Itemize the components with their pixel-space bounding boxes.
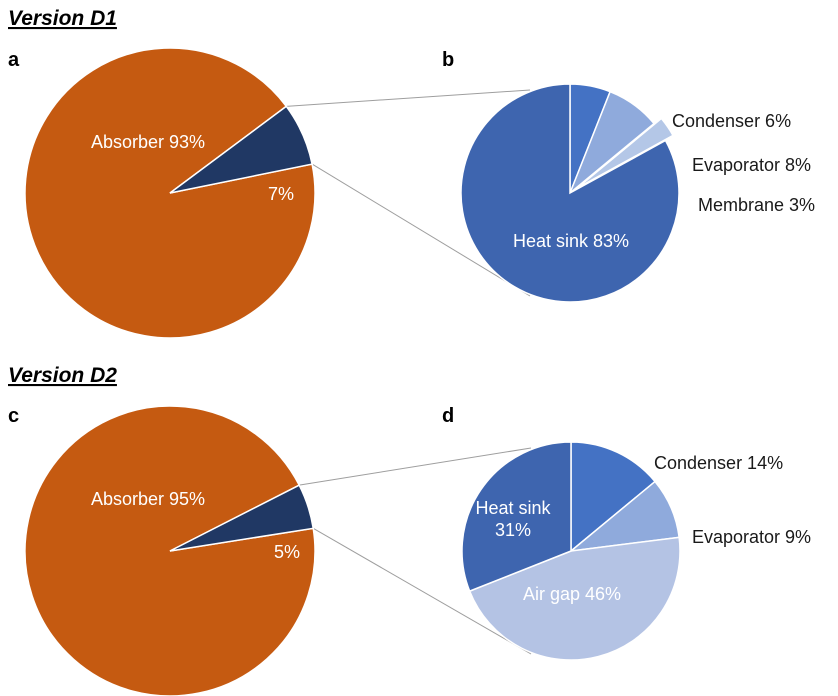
pie-charts: Absorber 93% 7% Condenser 6% Evaporator 8% M…: [24, 47, 815, 696]
connector-line-0-1: [311, 163, 531, 297]
panel-b-letter: b: [442, 49, 454, 71]
pie-d-label-3: Heat sink 31%: [475, 498, 551, 540]
pie-d-label-1: Evaporator 9%: [692, 527, 811, 547]
panel-d-letter: d: [442, 405, 454, 427]
pie-b-label-2: Membrane 3%: [698, 195, 815, 215]
pie-b-label-3: Heat sink 83%: [513, 231, 629, 251]
pie-d-slice-2: [468, 536, 681, 661]
pie-b-label-1: Evaporator 8%: [692, 155, 811, 175]
version-d1-title: Version D1: [8, 7, 117, 30]
pie-d-label-0: Condenser 14%: [654, 453, 783, 473]
pie-a-label-1: 7%: [268, 184, 294, 204]
pie-b-slice-3: [460, 83, 680, 303]
connector-line-1-0: [299, 447, 532, 486]
pie-b-slice-2: [576, 117, 674, 189]
pie-a-label-0: Absorber 93%: [91, 132, 205, 152]
connector-line-0-0: [286, 89, 531, 107]
panel-c-letter: c: [8, 405, 19, 427]
pie-a-slice-1: [169, 105, 313, 194]
panel-a-letter: a: [8, 49, 20, 71]
pie-c-slice-1: [169, 484, 315, 552]
connector-line-1-1: [312, 527, 532, 655]
pie-d-slice-0: [570, 441, 657, 553]
version-d2-title: Version D2: [8, 364, 117, 387]
pie-b-slice-1: [569, 90, 656, 194]
pie-c-label-0: Absorber 95%: [91, 489, 205, 509]
pie-d-label-2: Air gap 46%: [523, 584, 621, 604]
connector-lines: [286, 89, 532, 655]
pie-d-slice-3: [461, 441, 572, 593]
pie-b-label-0: Condenser 6%: [672, 111, 791, 131]
pie-c-label-1: 5%: [274, 542, 300, 562]
